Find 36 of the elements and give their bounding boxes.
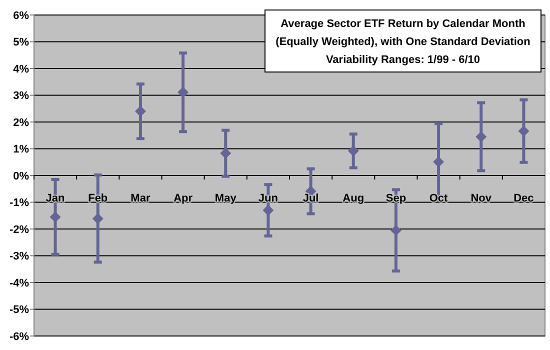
point — [50, 211, 61, 222]
y-tick-label: 3% — [13, 90, 30, 102]
point — [220, 148, 232, 159]
x-tick-label: Aug — [342, 192, 364, 204]
y-tick-label: 5% — [13, 36, 30, 49]
point — [262, 204, 274, 216]
point — [178, 86, 189, 98]
y-tick-label: -6% — [9, 330, 30, 343]
x-tick-label: Oct — [429, 192, 448, 204]
y-tick-label: -3% — [9, 250, 30, 263]
y-tick-label: -5% — [9, 304, 30, 316]
y-tick-label: -2% — [9, 224, 30, 236]
x-tick-label: Dec — [514, 192, 534, 204]
y-tick-label: -4% — [9, 277, 30, 290]
point — [348, 145, 359, 156]
x-tick-label: Apr — [174, 192, 194, 204]
y-tick-label: 1% — [13, 144, 30, 156]
x-tick-label: May — [214, 192, 238, 204]
x-tick-label: Jan — [46, 192, 66, 204]
text: Average Sector ETF Return by Calendar Month (Equally Weighted), with One Standard Deviation Variability Ranges: 1/99 - 6/10 — [276, 18, 531, 66]
y-tick-label: 0% — [13, 170, 30, 182]
x-tick-label: Jun — [258, 192, 278, 204]
point — [476, 131, 487, 142]
y-tick-label: -1% — [9, 197, 30, 210]
y-tick-label: 4% — [13, 63, 30, 76]
point — [390, 224, 402, 236]
point — [134, 106, 146, 117]
point — [518, 126, 530, 137]
y-tick-label: 6% — [13, 10, 30, 22]
x-tick-label: Sep — [386, 192, 406, 204]
x-tick-label: Nov — [470, 192, 492, 204]
x-tick-label: Mar — [130, 192, 151, 204]
point — [92, 213, 104, 224]
y-tick-label: 2% — [13, 116, 30, 129]
x-tick-label: Feb — [88, 192, 108, 204]
x-tick-label: Jul — [302, 192, 319, 204]
